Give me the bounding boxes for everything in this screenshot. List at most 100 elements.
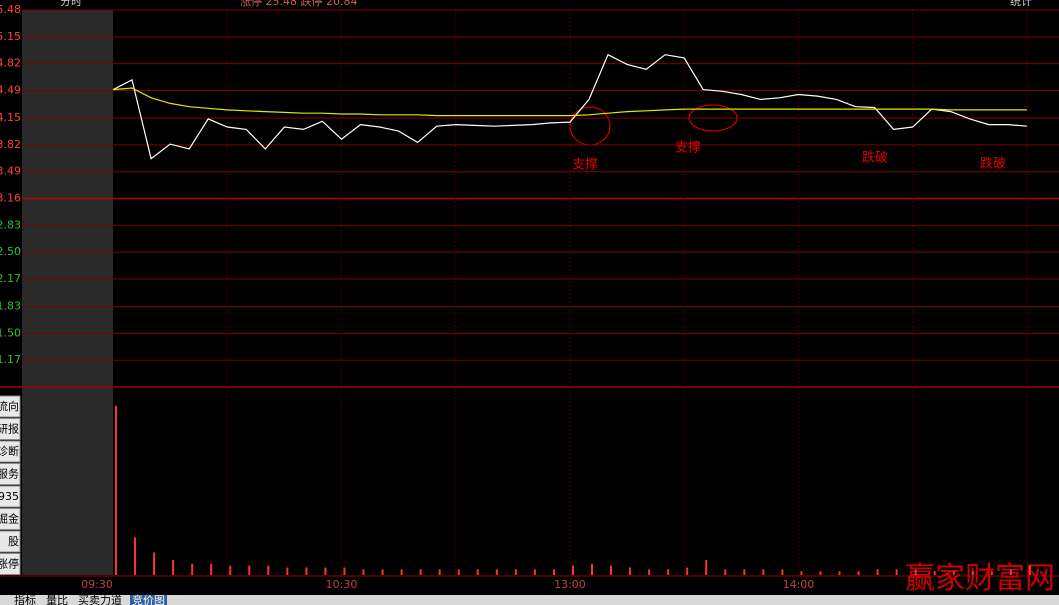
volume-bar bbox=[971, 571, 974, 575]
volume-bar bbox=[210, 563, 213, 575]
y-tick-label: 22.50 bbox=[0, 245, 21, 258]
y-tick-label: 22.17 bbox=[0, 272, 21, 285]
tab-bar bbox=[0, 595, 1059, 605]
volume-bar bbox=[705, 559, 708, 575]
price-line bbox=[112, 87, 1027, 117]
volume-bar bbox=[153, 552, 156, 575]
y-tick-label: 21.17 bbox=[0, 353, 21, 366]
annotation: 跌破 bbox=[980, 156, 1006, 172]
side-button-label[interactable]: 股 bbox=[8, 535, 19, 548]
volume-bar bbox=[134, 537, 137, 575]
limit-info: 涨停 25.48 跌停 20.84 bbox=[240, 0, 357, 8]
side-button-label[interactable]: 掘金 bbox=[0, 512, 19, 526]
side-button[interactable] bbox=[0, 553, 21, 575]
volume-bar bbox=[629, 567, 632, 575]
volume-bar bbox=[781, 569, 784, 575]
y-tick-label: 21.83 bbox=[0, 300, 21, 313]
y-tick-label: 21.50 bbox=[0, 326, 21, 339]
volume-bar bbox=[229, 565, 232, 575]
volume-bar bbox=[286, 567, 289, 575]
side-button[interactable] bbox=[0, 395, 21, 418]
side-button[interactable] bbox=[0, 485, 21, 508]
y-tick-label: 24.82 bbox=[0, 57, 21, 70]
tab[interactable]: 量比 bbox=[46, 594, 68, 605]
volume-bar bbox=[438, 569, 441, 575]
volume-bar bbox=[571, 565, 574, 575]
tab-active[interactable] bbox=[130, 595, 167, 605]
volume-bar bbox=[838, 571, 841, 575]
side-button[interactable] bbox=[0, 418, 21, 440]
auction-panel bbox=[22, 10, 113, 575]
annotation: 支撑 bbox=[675, 141, 701, 156]
side-button-label[interactable]: 诊断 bbox=[0, 444, 19, 458]
side-button[interactable] bbox=[0, 508, 21, 530]
side-button-label[interactable]: 研报 bbox=[0, 422, 19, 436]
volume-bar bbox=[952, 571, 955, 575]
y-tick-label: 24.49 bbox=[0, 83, 21, 96]
y-tick-label: 22.83 bbox=[0, 218, 21, 231]
volume-bar bbox=[895, 569, 898, 575]
y-tick-label: 23.82 bbox=[0, 138, 21, 151]
volume-bar bbox=[172, 559, 175, 575]
volume-bar bbox=[933, 571, 936, 575]
volume-bar bbox=[857, 571, 860, 575]
volume-bar bbox=[648, 569, 651, 575]
volume-bar bbox=[800, 571, 803, 575]
circle-marker bbox=[569, 106, 611, 146]
side-button-label[interactable]: 服务 bbox=[0, 468, 19, 481]
volume-bar bbox=[552, 569, 555, 575]
y-tick-label: 24.15 bbox=[0, 111, 21, 124]
volume-bar bbox=[724, 569, 727, 575]
side-button[interactable] bbox=[0, 530, 21, 553]
volume-bar bbox=[324, 567, 327, 575]
volume-bar bbox=[343, 567, 346, 575]
volume-bar bbox=[533, 569, 536, 575]
y-tick-label: 25.48 bbox=[0, 3, 21, 16]
side-button-label[interactable]: 流向 bbox=[0, 399, 19, 413]
volume-bar bbox=[381, 569, 384, 575]
volume-bar bbox=[610, 565, 613, 575]
volume-bar bbox=[591, 563, 593, 575]
side-button[interactable] bbox=[0, 463, 21, 485]
volume-bar bbox=[495, 569, 498, 575]
volume-bar bbox=[514, 569, 517, 575]
stats-label: 统计 bbox=[1010, 0, 1032, 8]
x-tick-label: 13:00 bbox=[554, 578, 586, 591]
volume-bar bbox=[115, 405, 117, 575]
y-tick-label: 25.15 bbox=[0, 30, 21, 43]
annotation: 支撑 bbox=[572, 158, 598, 173]
volume-bar bbox=[990, 571, 993, 575]
volume-bar bbox=[248, 565, 251, 575]
y-tick-label: 23.16 bbox=[0, 192, 21, 205]
annotation: 跌破 bbox=[862, 150, 888, 166]
volume-bar bbox=[476, 569, 479, 575]
price-line bbox=[112, 53, 1027, 160]
volume-bar bbox=[876, 569, 879, 575]
volume-bar bbox=[1028, 565, 1031, 575]
volume-bar bbox=[686, 567, 689, 575]
volume-bar bbox=[191, 563, 194, 575]
side-button-label[interactable]: 涨停 bbox=[0, 557, 19, 571]
volume-bar bbox=[400, 569, 403, 575]
tab[interactable]: 竞价图 bbox=[132, 593, 165, 605]
view-label: 分时 bbox=[60, 0, 82, 8]
y-tick-label: 23.49 bbox=[0, 165, 21, 178]
watermark: 赢家财富网 bbox=[905, 561, 1055, 596]
side-button-label[interactable]: 935 bbox=[0, 490, 19, 503]
tab[interactable]: 指标 bbox=[14, 593, 36, 605]
volume-bar bbox=[457, 569, 460, 575]
volume-bar bbox=[362, 569, 365, 575]
x-tick-label: 10:30 bbox=[326, 578, 358, 591]
volume-bar bbox=[1009, 569, 1012, 575]
x-tick-label: 14:00 bbox=[783, 578, 815, 591]
volume-bar bbox=[267, 565, 270, 575]
x-tick-label: 09:30 bbox=[81, 578, 113, 591]
side-button[interactable] bbox=[0, 440, 21, 463]
volume-bar bbox=[819, 571, 822, 575]
tab[interactable]: 买卖力道 bbox=[78, 593, 122, 605]
volume-bar bbox=[743, 569, 746, 575]
volume-bar bbox=[914, 569, 917, 575]
volume-bar bbox=[305, 567, 308, 575]
